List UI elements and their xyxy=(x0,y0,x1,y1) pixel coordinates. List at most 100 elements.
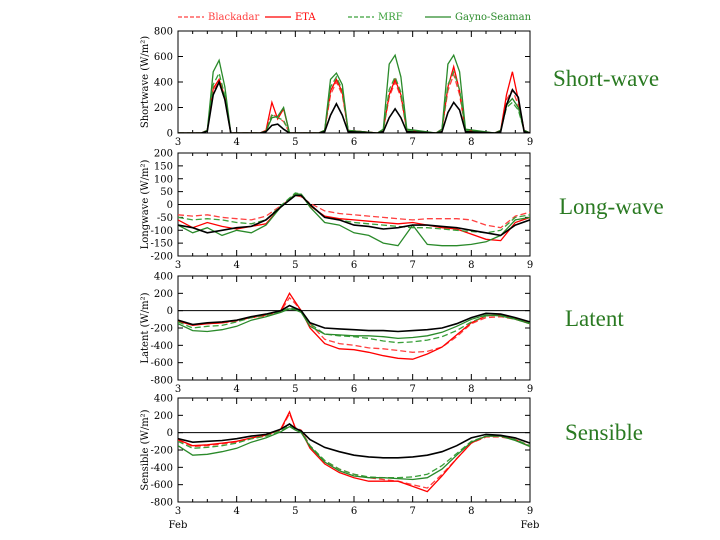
x-tick-label: 6 xyxy=(351,137,357,148)
panel-label: Short-wave xyxy=(553,66,659,91)
series-blackadar xyxy=(178,412,530,489)
y-tick-label: 200 xyxy=(154,411,173,422)
y-tick-label: -200 xyxy=(151,446,173,457)
series-mrf xyxy=(178,307,530,344)
y-tick-label: 200 xyxy=(154,289,173,300)
panel-4: -800 -600 -400 -200 0 200 400 3 4 5 6 7 8 9 Sensible (… xyxy=(140,394,533,518)
legend-label: MRF xyxy=(378,12,403,23)
y-tick-label: -800 xyxy=(151,376,173,387)
y-tick-label: -150 xyxy=(151,239,173,250)
x-tick-label: 3 xyxy=(175,506,181,517)
series-mrf xyxy=(178,192,530,234)
x-tick-label: 9 xyxy=(527,384,533,395)
series-observed xyxy=(178,194,530,237)
x-tick-label: 8 xyxy=(468,384,474,395)
x-end-label-right: Feb xyxy=(521,520,540,531)
x-tick-label: 6 xyxy=(351,260,357,271)
y-tick-label: 400 xyxy=(154,272,173,283)
series-eta xyxy=(178,410,530,493)
y-tick-label: 0 xyxy=(167,200,173,211)
x-tick-label: 3 xyxy=(175,384,181,395)
legend-item-mrf: MRF xyxy=(348,12,403,23)
panel-3: -800 -600 -400 -200 0 200 400 3 4 5 6 7 8 9 Latent (W/… xyxy=(140,272,533,396)
y-tick-label: 0 xyxy=(167,129,173,140)
legend-item-gayno-seaman: Gayno-Seaman xyxy=(425,12,532,23)
x-tick-label: 4 xyxy=(233,506,239,517)
series-blackadar xyxy=(178,194,530,229)
y-tick-label: -800 xyxy=(151,498,173,509)
y-tick-label: -400 xyxy=(151,463,173,474)
x-tick-label: 5 xyxy=(292,260,298,271)
x-tick-label: 3 xyxy=(175,260,181,271)
series-gayno-seaman xyxy=(178,308,530,340)
series-mrf xyxy=(178,70,530,133)
y-tick-label: -600 xyxy=(151,480,173,491)
x-tick-label: 5 xyxy=(292,137,298,148)
series-observed xyxy=(178,304,530,333)
y-axis-label: Sensible (W/m²) xyxy=(140,409,151,490)
y-tick-label: 50 xyxy=(160,187,173,198)
panel-label: Long-wave xyxy=(559,194,664,219)
legend-label: Gayno-Seaman xyxy=(455,12,532,23)
x-tick-label: 7 xyxy=(409,260,415,271)
series-eta xyxy=(178,292,530,360)
x-tick-label: 9 xyxy=(527,506,533,517)
y-tick-label: 0 xyxy=(167,428,173,439)
x-tick-label: 7 xyxy=(409,506,415,517)
y-tick-label: 100 xyxy=(154,174,173,185)
y-axis-label: Longwave (W/m²) xyxy=(140,160,151,250)
series-observed xyxy=(178,79,530,133)
series-gayno-seaman xyxy=(178,193,530,247)
x-tick-label: 8 xyxy=(468,137,474,148)
series-eta xyxy=(178,64,530,133)
x-tick-label: 4 xyxy=(233,260,239,271)
y-tick-label: 200 xyxy=(154,103,173,114)
y-tick-label: -50 xyxy=(157,213,173,224)
x-tick-label: 4 xyxy=(233,137,239,148)
y-axis-label: Shortwave (W/m²) xyxy=(140,36,151,128)
x-tick-label: 4 xyxy=(233,384,239,395)
x-tick-label: 5 xyxy=(292,384,298,395)
legend-label: Blackadar xyxy=(208,12,259,23)
series-blackadar xyxy=(178,72,530,133)
legend-item-eta: ETA xyxy=(265,12,316,23)
y-tick-label: 0 xyxy=(167,306,173,317)
y-tick-label: -400 xyxy=(151,341,173,352)
series-gayno-seaman xyxy=(178,425,530,481)
y-tick-label: 400 xyxy=(154,78,173,89)
legend-label: ETA xyxy=(295,12,316,23)
y-tick-label: -100 xyxy=(151,226,173,237)
y-tick-label: -200 xyxy=(151,324,173,335)
y-tick-label: -600 xyxy=(151,358,173,369)
y-tick-label: -200 xyxy=(151,252,173,263)
y-axis-label: Latent (W/m²) xyxy=(140,292,151,363)
series-eta xyxy=(178,193,530,242)
panel-1: 0 200 400 600 800 3 4 5 6 7 8 9 Shortwave (W/m²) xyxy=(140,27,533,149)
y-tick-label: 400 xyxy=(154,394,173,405)
series-gayno-seaman xyxy=(178,53,530,133)
x-end-label-left: Feb xyxy=(169,520,188,531)
x-tick-label: 8 xyxy=(468,506,474,517)
x-tick-label: 5 xyxy=(292,506,298,517)
y-tick-label: 600 xyxy=(154,52,173,63)
y-tick-label: 150 xyxy=(154,161,173,172)
series-observed xyxy=(178,423,530,459)
y-tick-label: 800 xyxy=(154,27,173,38)
x-tick-label: 6 xyxy=(351,506,357,517)
legend-item-blackadar: Blackadar xyxy=(178,12,259,23)
x-tick-label: 8 xyxy=(468,260,474,271)
panel-label: Sensible xyxy=(565,420,643,445)
series-mrf xyxy=(178,424,530,479)
y-tick-label: 200 xyxy=(154,149,173,160)
x-tick-label: 9 xyxy=(527,137,533,148)
x-tick-label: 9 xyxy=(527,260,533,271)
x-tick-label: 7 xyxy=(409,384,415,395)
plot-frame xyxy=(177,30,531,134)
series-blackadar xyxy=(178,296,530,353)
x-tick-label: 6 xyxy=(351,384,357,395)
x-tick-label: 3 xyxy=(175,137,181,148)
panel-label: Latent xyxy=(565,306,624,331)
x-tick-label: 7 xyxy=(409,137,415,148)
